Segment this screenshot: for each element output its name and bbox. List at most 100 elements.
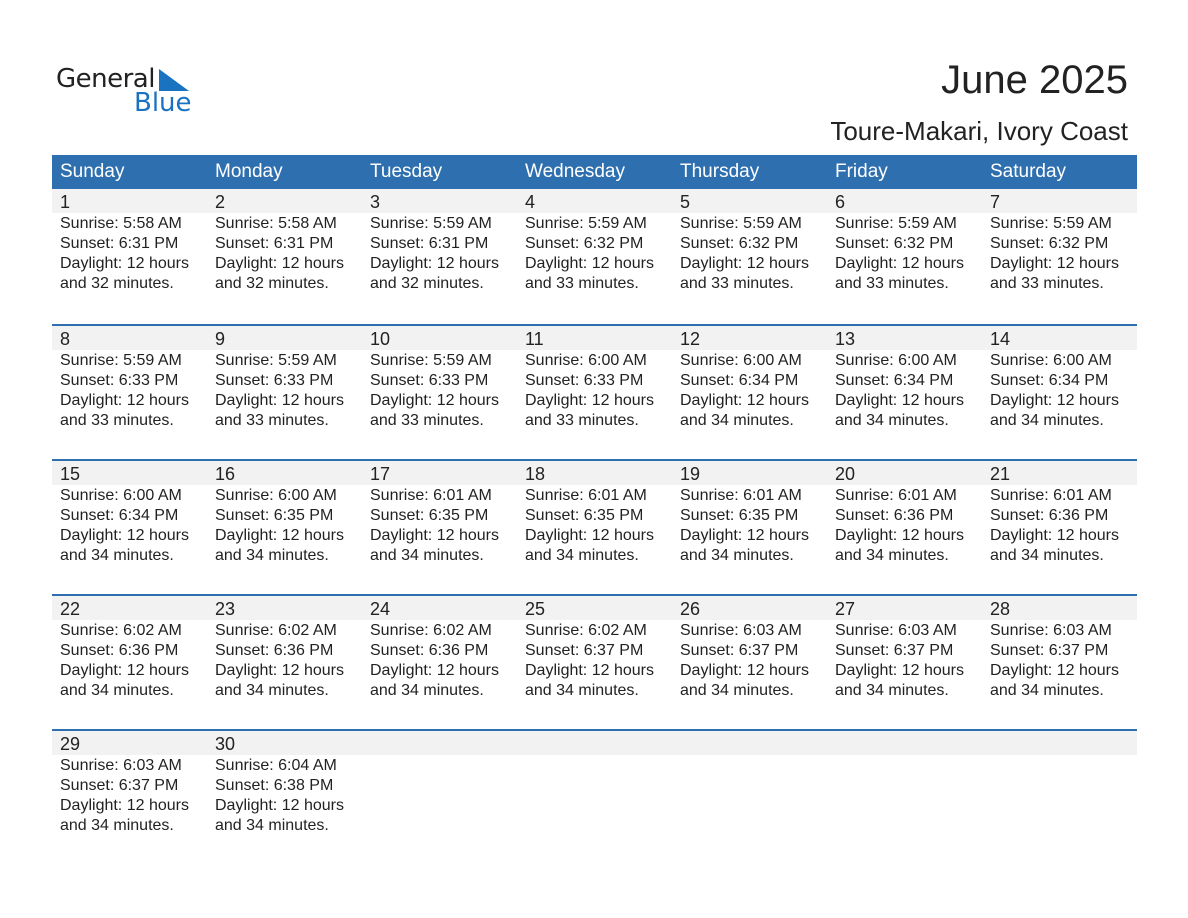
- sunset-text: Sunset: 6:36 PM: [60, 642, 179, 659]
- sunset-text: Sunset: 6:37 PM: [60, 777, 179, 794]
- sunrise-text: Sunrise: 5:59 AM: [990, 215, 1112, 232]
- daylight-text: Daylight: 12 hours: [990, 255, 1119, 272]
- sunset-text: Sunset: 6:37 PM: [525, 642, 644, 659]
- weekday-wednesday: Wednesday: [525, 161, 625, 182]
- daylight-text: Daylight: 12 hours: [680, 392, 809, 409]
- sunset-text: Sunset: 6:34 PM: [60, 507, 179, 524]
- logo-text-blue: Blue: [134, 88, 192, 118]
- day-cell: 20 Sunrise: 6:01 AM Sunset: 6:36 PM Dayligh…: [827, 461, 982, 566]
- day-cell: 18 Sunrise: 6:01 AM Sunset: 6:35 PM Dayligh…: [517, 461, 672, 566]
- weekday-monday: Monday: [215, 161, 283, 182]
- daylight-text: Daylight: 12 hours: [215, 527, 344, 544]
- day-cell: 30 Sunrise: 6:04 AM Sunset: 6:38 PM Dayligh…: [207, 731, 362, 836]
- day-cell: 28 Sunrise: 6:03 AM Sunset: 6:37 PM Dayligh…: [982, 596, 1137, 701]
- sunrise-text: Sunrise: 6:01 AM: [680, 487, 802, 504]
- daylight-minutes-text: and 33 minutes.: [370, 412, 484, 429]
- daylight-text: Daylight: 12 hours: [680, 527, 809, 544]
- weekday-saturday: Saturday: [990, 161, 1067, 182]
- day-cell: 7 Sunrise: 5:59 AM Sunset: 6:32 PM Daylight…: [982, 189, 1137, 294]
- sunset-text: Sunset: 6:33 PM: [525, 372, 644, 389]
- sunrise-text: Sunrise: 6:00 AM: [835, 352, 957, 369]
- day-number-band: [52, 461, 1137, 485]
- daylight-text: Daylight: 12 hours: [680, 255, 809, 272]
- daylight-text: Daylight: 12 hours: [835, 255, 964, 272]
- sunset-text: Sunset: 6:32 PM: [525, 235, 644, 252]
- day-number: 15: [60, 464, 81, 484]
- daylight-minutes-text: and 32 minutes.: [60, 275, 174, 292]
- weekday-sunday: Sunday: [60, 161, 125, 182]
- sunset-text: Sunset: 6:36 PM: [835, 507, 954, 524]
- sunset-text: Sunset: 6:31 PM: [60, 235, 179, 252]
- sunrise-text: Sunrise: 6:00 AM: [215, 487, 337, 504]
- day-cell: 21 Sunrise: 6:01 AM Sunset: 6:36 PM Dayligh…: [982, 461, 1137, 566]
- daylight-minutes-text: and 34 minutes.: [680, 547, 794, 564]
- day-cell: 19 Sunrise: 6:01 AM Sunset: 6:35 PM Dayligh…: [672, 461, 827, 566]
- logo-triangle-icon: [159, 69, 189, 91]
- daylight-minutes-text: and 34 minutes.: [525, 682, 639, 699]
- day-number: 18: [525, 464, 546, 484]
- sunrise-text: Sunrise: 5:58 AM: [215, 215, 337, 232]
- daylight-text: Daylight: 12 hours: [370, 527, 499, 544]
- day-number: 16: [215, 464, 236, 484]
- sunset-text: Sunset: 6:35 PM: [680, 507, 799, 524]
- day-number: 21: [990, 464, 1011, 484]
- daylight-text: Daylight: 12 hours: [525, 392, 654, 409]
- sunset-text: Sunset: 6:37 PM: [680, 642, 799, 659]
- day-cell: 14 Sunrise: 6:00 AM Sunset: 6:34 PM Dayligh…: [982, 326, 1137, 431]
- sunset-text: Sunset: 6:36 PM: [215, 642, 334, 659]
- daylight-minutes-text: and 34 minutes.: [370, 547, 484, 564]
- day-number: 7: [990, 192, 1001, 212]
- sunrise-text: Sunrise: 6:03 AM: [680, 622, 802, 639]
- sunset-text: Sunset: 6:33 PM: [370, 372, 489, 389]
- day-number: 4: [525, 192, 536, 212]
- daylight-minutes-text: and 32 minutes.: [370, 275, 484, 292]
- day-cell: 11 Sunrise: 6:00 AM Sunset: 6:33 PM Dayligh…: [517, 326, 672, 431]
- day-number: 26: [680, 599, 701, 619]
- day-cell: 24 Sunrise: 6:02 AM Sunset: 6:36 PM Dayligh…: [362, 596, 517, 701]
- day-number-band: [52, 731, 1137, 755]
- sunset-text: Sunset: 6:32 PM: [835, 235, 954, 252]
- sunrise-text: Sunrise: 6:01 AM: [835, 487, 957, 504]
- day-cell: 8 Sunrise: 5:59 AM Sunset: 6:33 PM Daylight…: [52, 326, 207, 431]
- day-number: 14: [990, 329, 1011, 349]
- sunrise-text: Sunrise: 6:02 AM: [215, 622, 337, 639]
- sunset-text: Sunset: 6:36 PM: [990, 507, 1109, 524]
- daylight-minutes-text: and 34 minutes.: [835, 412, 949, 429]
- daylight-minutes-text: and 34 minutes.: [215, 547, 329, 564]
- sunrise-text: Sunrise: 6:02 AM: [370, 622, 492, 639]
- daylight-minutes-text: and 34 minutes.: [60, 682, 174, 699]
- day-cell: 27 Sunrise: 6:03 AM Sunset: 6:37 PM Dayligh…: [827, 596, 982, 701]
- sunset-text: Sunset: 6:35 PM: [370, 507, 489, 524]
- day-number-band: [52, 189, 1137, 213]
- day-number: 5: [680, 192, 691, 212]
- daylight-minutes-text: and 34 minutes.: [60, 547, 174, 564]
- day-cell: 4 Sunrise: 5:59 AM Sunset: 6:32 PM Daylight…: [517, 189, 672, 294]
- sunset-text: Sunset: 6:31 PM: [370, 235, 489, 252]
- day-cell: 5 Sunrise: 5:59 AM Sunset: 6:32 PM Daylight…: [672, 189, 827, 294]
- daylight-text: Daylight: 12 hours: [525, 527, 654, 544]
- daylight-text: Daylight: 12 hours: [835, 392, 964, 409]
- day-cell: 13 Sunrise: 6:00 AM Sunset: 6:34 PM Dayligh…: [827, 326, 982, 431]
- sunrise-text: Sunrise: 5:59 AM: [215, 352, 337, 369]
- sunset-text: Sunset: 6:32 PM: [990, 235, 1109, 252]
- day-number: 3: [370, 192, 381, 212]
- daylight-minutes-text: and 34 minutes.: [680, 412, 794, 429]
- sunset-text: Sunset: 6:33 PM: [60, 372, 179, 389]
- day-number: 22: [60, 599, 81, 619]
- daylight-text: Daylight: 12 hours: [215, 797, 344, 814]
- location-subtitle: Toure-Makari, Ivory Coast: [830, 116, 1128, 146]
- day-cell: 25 Sunrise: 6:02 AM Sunset: 6:37 PM Dayligh…: [517, 596, 672, 701]
- sunrise-text: Sunrise: 5:59 AM: [835, 215, 957, 232]
- daylight-text: Daylight: 12 hours: [60, 255, 189, 272]
- daylight-text: Daylight: 12 hours: [525, 255, 654, 272]
- daylight-text: Daylight: 12 hours: [990, 527, 1119, 544]
- sunset-text: Sunset: 6:38 PM: [215, 777, 334, 794]
- daylight-minutes-text: and 34 minutes.: [680, 682, 794, 699]
- sunrise-text: Sunrise: 6:01 AM: [525, 487, 647, 504]
- daylight-minutes-text: and 34 minutes.: [215, 682, 329, 699]
- day-cell: 10 Sunrise: 5:59 AM Sunset: 6:33 PM Dayligh…: [362, 326, 517, 431]
- daylight-text: Daylight: 12 hours: [835, 662, 964, 679]
- daylight-minutes-text: and 33 minutes.: [525, 412, 639, 429]
- day-cell: 12 Sunrise: 6:00 AM Sunset: 6:34 PM Dayligh…: [672, 326, 827, 431]
- daylight-text: Daylight: 12 hours: [215, 392, 344, 409]
